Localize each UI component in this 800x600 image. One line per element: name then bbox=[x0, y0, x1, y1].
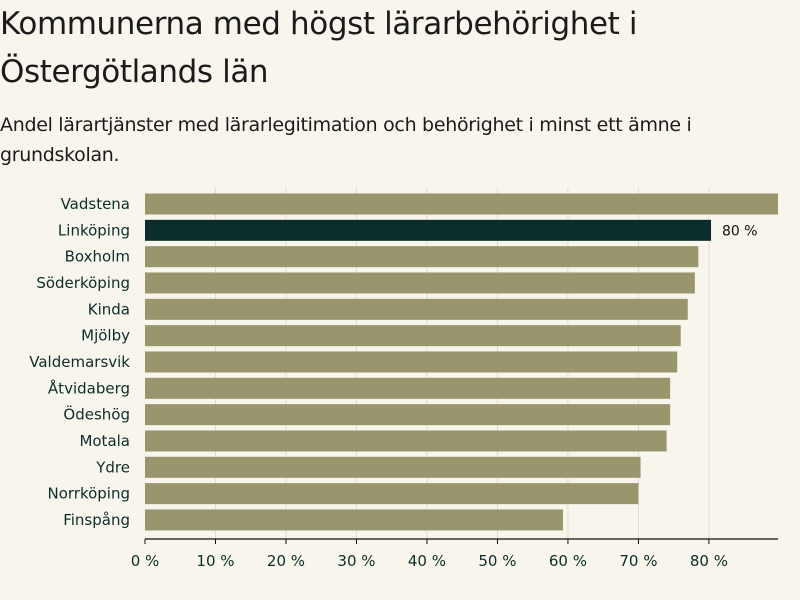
bar bbox=[145, 483, 639, 505]
x-tick-label: 40 % bbox=[408, 552, 446, 570]
category-label: Ydre bbox=[95, 458, 130, 476]
x-tick-label: 50 % bbox=[478, 552, 516, 570]
bar bbox=[145, 404, 671, 426]
bar bbox=[145, 351, 678, 373]
bar-chart: Vadstena Linköping Boxholm Söderköping Kinda… bbox=[29, 188, 778, 570]
bar bbox=[145, 377, 671, 399]
x-tick-label: 60 % bbox=[549, 552, 587, 570]
category-label: Ödeshög bbox=[63, 405, 130, 424]
category-label: Mjölby bbox=[81, 327, 130, 345]
x-tick-label: 80 % bbox=[690, 552, 728, 570]
category-label: Valdemarsvik bbox=[29, 353, 130, 371]
x-tick-label: 0 % bbox=[131, 552, 160, 570]
bar bbox=[145, 298, 688, 320]
bar bbox=[145, 430, 667, 452]
bar bbox=[145, 193, 778, 215]
chart-title: Kommunerna med högst lärarbehörighet i Ö… bbox=[0, 6, 638, 90]
x-tick-label: 20 % bbox=[267, 552, 305, 570]
category-label: Motala bbox=[79, 432, 130, 450]
bar bbox=[145, 219, 712, 241]
bar bbox=[145, 509, 564, 531]
bar bbox=[145, 246, 699, 268]
category-label: Boxholm bbox=[65, 248, 130, 266]
category-label: Kinda bbox=[88, 300, 130, 318]
x-tick-label: 70 % bbox=[619, 552, 657, 570]
category-label: Linköping bbox=[58, 221, 130, 239]
category-label: Finspång bbox=[63, 511, 130, 529]
chart-subtitle: Andel lärartjänster med lärarlegitimatio… bbox=[0, 114, 692, 166]
x-tick-label: 30 % bbox=[337, 552, 375, 570]
bar bbox=[145, 272, 695, 294]
category-label: Söderköping bbox=[36, 274, 130, 292]
category-label: Norrköping bbox=[47, 485, 130, 503]
x-tick-label: 10 % bbox=[196, 552, 234, 570]
bar bbox=[145, 325, 681, 347]
category-label: Vadstena bbox=[61, 195, 130, 213]
data-label: 80 % bbox=[722, 223, 758, 239]
bar bbox=[145, 456, 641, 478]
category-label: Åtvidaberg bbox=[48, 378, 130, 397]
